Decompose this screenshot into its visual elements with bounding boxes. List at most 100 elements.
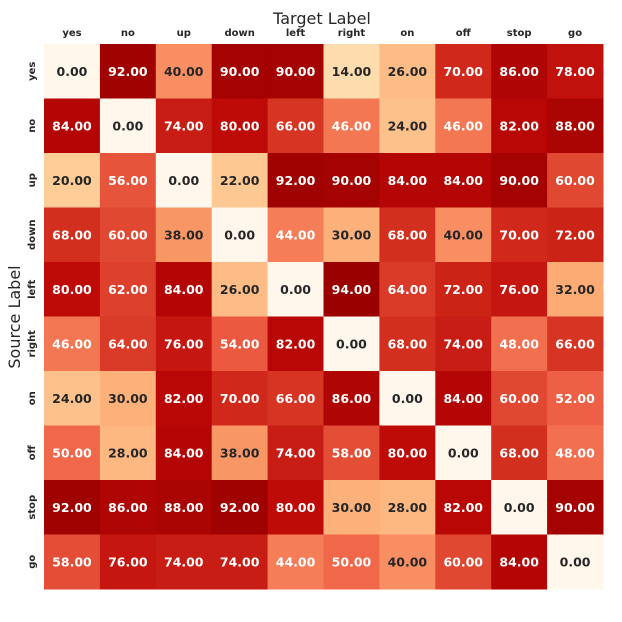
cell-value-label: 84.00 xyxy=(164,282,204,297)
heatmap-cell xyxy=(155,371,213,426)
cell-value-label: 76.00 xyxy=(164,336,204,351)
x-tick-label: no xyxy=(121,28,135,39)
cell-value-label: 68.00 xyxy=(388,227,428,242)
cell-value-label: 40.00 xyxy=(388,554,428,569)
heatmap-cell xyxy=(155,534,213,590)
heatmap-cell xyxy=(99,98,157,154)
heatmap-cell xyxy=(267,207,324,263)
heatmap-cell xyxy=(547,44,604,99)
cell-value-label: 72.00 xyxy=(555,227,595,242)
cell-value-label: 66.00 xyxy=(555,336,595,351)
heatmap-cell xyxy=(211,44,269,99)
cell-value-label: 70.00 xyxy=(220,391,260,406)
heatmap-cell xyxy=(323,425,380,481)
heatmap-cell xyxy=(211,153,269,208)
heatmap-cell xyxy=(379,425,436,481)
heatmap-cell xyxy=(267,425,324,481)
cell-value-label: 50.00 xyxy=(52,445,92,460)
x-tick-labels: yes no up down left right on off stop go xyxy=(62,28,582,39)
cell-value-label: 84.00 xyxy=(52,118,92,133)
heatmap-cell xyxy=(323,371,380,426)
heatmap-cell xyxy=(491,153,548,208)
cell-value-label: 60.00 xyxy=(108,227,148,242)
heatmap-cell xyxy=(267,534,324,590)
heatmap-cell xyxy=(379,262,436,317)
cell-value-label: 24.00 xyxy=(52,391,92,406)
cell-value-label: 0.00 xyxy=(168,173,199,188)
y-tick-label: down xyxy=(27,220,38,250)
heatmap-cell xyxy=(323,207,380,263)
heatmap-cell xyxy=(44,480,101,535)
cell-value-label: 66.00 xyxy=(276,391,316,406)
cell-value-label: 90.00 xyxy=(276,64,316,79)
cell-value-label: 92.00 xyxy=(276,173,316,188)
heatmap-cell xyxy=(491,44,548,99)
heatmap-cell xyxy=(99,262,157,317)
heatmap-cell xyxy=(99,153,157,208)
cell-value-label: 0.00 xyxy=(448,445,479,460)
x-tick-label: up xyxy=(177,28,191,39)
cell-value-label: 46.00 xyxy=(332,118,372,133)
cell-value-label: 94.00 xyxy=(332,282,372,297)
y-tick-label: go xyxy=(27,555,38,569)
cell-value-label: 82.00 xyxy=(443,500,483,515)
cell-value-label: 90.00 xyxy=(332,173,372,188)
heatmap-cell xyxy=(44,262,101,317)
cell-value-label: 60.00 xyxy=(555,173,595,188)
heatmap-cell xyxy=(323,534,380,590)
heatmap-cell xyxy=(435,371,492,426)
heatmap-cell xyxy=(211,425,269,481)
heatmap-cell xyxy=(323,98,380,154)
cell-value-label: 30.00 xyxy=(108,391,148,406)
y-tick-label: right xyxy=(27,330,38,358)
cell-value-label: 28.00 xyxy=(388,500,428,515)
cell-value-label: 22.00 xyxy=(220,173,260,188)
cell-value-label: 90.00 xyxy=(555,500,595,515)
x-tick-label: yes xyxy=(62,28,81,39)
heatmap-cell xyxy=(323,153,380,208)
cell-value-label: 0.00 xyxy=(224,227,255,242)
heatmap-cell xyxy=(379,534,436,590)
heatmap-cell xyxy=(99,316,157,372)
cell-value-label: 0.00 xyxy=(504,500,535,515)
heatmap-cell xyxy=(155,480,213,535)
heatmap-cell xyxy=(323,316,380,372)
heatmap-cell xyxy=(547,316,604,372)
heatmap-cell xyxy=(44,207,101,263)
cell-value-label: 80.00 xyxy=(276,500,316,515)
heatmap-cell xyxy=(267,371,324,426)
heatmap-cell xyxy=(379,480,436,535)
cell-value-label: 40.00 xyxy=(164,64,204,79)
cell-value-label: 68.00 xyxy=(499,445,539,460)
heatmap-cell xyxy=(155,98,213,154)
cell-value-label: 38.00 xyxy=(220,445,260,460)
cell-value-label: 82.00 xyxy=(499,118,539,133)
cell-value-label: 92.00 xyxy=(108,64,148,79)
heatmap-cell xyxy=(435,480,492,535)
cell-value-label: 92.00 xyxy=(220,500,260,515)
cell-value-label: 86.00 xyxy=(332,391,372,406)
cell-value-label: 84.00 xyxy=(443,391,483,406)
cell-value-label: 30.00 xyxy=(332,227,372,242)
cell-value-label: 48.00 xyxy=(499,336,539,351)
heatmap-cell xyxy=(379,98,436,154)
heatmap-cell xyxy=(44,316,101,372)
cell-value-label: 84.00 xyxy=(499,554,539,569)
heatmap-cell xyxy=(267,262,324,317)
y-tick-label: no xyxy=(27,119,38,133)
cell-value-label: 66.00 xyxy=(276,118,316,133)
cell-value-label: 84.00 xyxy=(388,173,428,188)
cell-value-label: 88.00 xyxy=(164,500,204,515)
cell-value-label: 48.00 xyxy=(555,445,595,460)
heatmap-cell xyxy=(323,480,380,535)
heatmap-cell xyxy=(155,425,213,481)
heatmap-cell xyxy=(491,262,548,317)
heatmap-cells: 0.00 92.00 40.00 90.00 90.00 14.00 26.00 70.00 8… xyxy=(44,44,604,590)
x-tick-label: go xyxy=(568,28,582,39)
cell-value-label: 86.00 xyxy=(108,500,148,515)
cell-value-label: 0.00 xyxy=(112,118,143,133)
cell-value-label: 72.00 xyxy=(443,282,483,297)
heatmap-cell xyxy=(379,153,436,208)
cell-value-label: 38.00 xyxy=(164,227,204,242)
